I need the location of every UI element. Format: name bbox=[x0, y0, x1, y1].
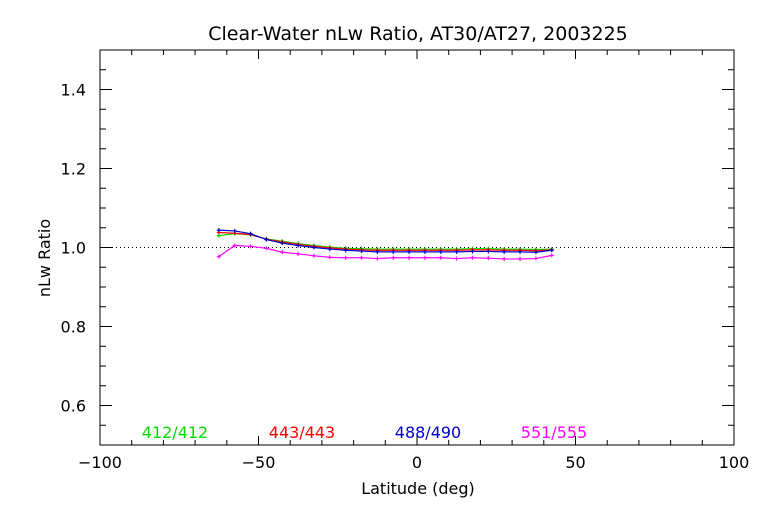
data-point bbox=[407, 249, 412, 254]
legend-entry: 551/555 bbox=[521, 423, 587, 442]
y-axis-label: nLw Ratio bbox=[35, 219, 54, 297]
chart-title: Clear-Water nLw Ratio, AT30/AT27, 200322… bbox=[208, 23, 628, 45]
data-point bbox=[327, 255, 332, 260]
data-point bbox=[359, 249, 364, 254]
legend: 412/412 443/443 488/490 551/555 bbox=[142, 423, 587, 442]
axis-ticks: −100 −50 0 50 100 0.6 0.8 1.0 1.2 1.4 bbox=[61, 49, 750, 472]
data-point bbox=[454, 256, 459, 261]
data-point bbox=[232, 228, 237, 233]
data-point bbox=[518, 256, 523, 261]
data-point bbox=[343, 255, 348, 260]
data-point bbox=[391, 249, 396, 254]
y-tick-label: 1.4 bbox=[61, 81, 86, 100]
x-tick-label: 0 bbox=[412, 453, 422, 472]
data-point bbox=[549, 248, 554, 253]
data-point bbox=[470, 255, 475, 260]
data-point bbox=[470, 249, 475, 254]
data-point bbox=[264, 246, 269, 251]
data-point bbox=[280, 241, 285, 246]
legend-entry: 488/490 bbox=[395, 423, 461, 442]
data-point bbox=[311, 253, 316, 258]
y-tick-label: 0.6 bbox=[61, 397, 86, 416]
data-point bbox=[216, 254, 221, 259]
data-point bbox=[375, 256, 380, 261]
data-point bbox=[311, 245, 316, 250]
y-tick-label: 0.8 bbox=[61, 318, 86, 337]
data-point bbox=[296, 243, 301, 248]
x-tick-label: 100 bbox=[719, 453, 750, 472]
x-axis-label: Latitude (deg) bbox=[361, 479, 475, 498]
data-point bbox=[216, 228, 221, 233]
data-point bbox=[502, 256, 507, 261]
data-point bbox=[438, 249, 443, 254]
legend-entry: 412/412 bbox=[142, 423, 208, 442]
data-point bbox=[438, 255, 443, 260]
legend-entry: 443/443 bbox=[269, 423, 335, 442]
data-point bbox=[248, 231, 253, 236]
series-line-488-490 bbox=[218, 229, 552, 253]
data-point bbox=[533, 256, 538, 261]
data-point bbox=[232, 243, 237, 248]
data-point bbox=[264, 237, 269, 242]
data-point bbox=[407, 255, 412, 260]
data-point bbox=[248, 244, 253, 249]
data-point bbox=[422, 255, 427, 260]
data-point bbox=[375, 249, 380, 254]
data-point bbox=[486, 249, 491, 254]
data-point bbox=[518, 249, 523, 254]
x-tick-label: 50 bbox=[565, 453, 585, 472]
data-point bbox=[454, 249, 459, 254]
data-point bbox=[502, 249, 507, 254]
data-point bbox=[296, 251, 301, 256]
x-tick-label: −100 bbox=[78, 453, 122, 472]
y-tick-label: 1.0 bbox=[61, 239, 86, 258]
data-point bbox=[422, 249, 427, 254]
data-point bbox=[343, 248, 348, 253]
data-point bbox=[533, 250, 538, 255]
data-point bbox=[391, 255, 396, 260]
data-point bbox=[327, 247, 332, 252]
series-line-443-443 bbox=[218, 231, 552, 252]
series-line-551-555 bbox=[218, 244, 552, 260]
data-point bbox=[280, 250, 285, 255]
data-point bbox=[549, 253, 554, 258]
y-tick-label: 1.2 bbox=[61, 160, 86, 179]
x-tick-label: −50 bbox=[242, 453, 276, 472]
data-point bbox=[486, 256, 491, 261]
series-lines bbox=[216, 228, 554, 261]
data-point bbox=[359, 255, 364, 260]
